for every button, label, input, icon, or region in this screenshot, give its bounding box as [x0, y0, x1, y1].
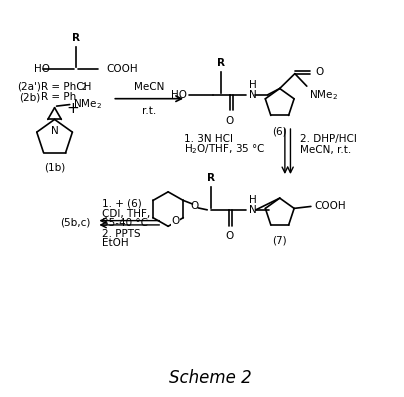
Text: HO: HO [34, 64, 50, 74]
Text: 35-40 °C: 35-40 °C [102, 218, 148, 228]
Text: (1b): (1b) [44, 162, 65, 172]
Text: R = PhCH: R = PhCH [41, 82, 91, 92]
Text: 2. PPTS: 2. PPTS [102, 229, 141, 239]
Text: 1. 3N HCl: 1. 3N HCl [184, 134, 233, 144]
Text: O: O [172, 216, 180, 226]
Text: (5b,c): (5b,c) [60, 218, 90, 228]
Text: NMe$_2$: NMe$_2$ [72, 98, 101, 112]
Text: MeCN: MeCN [134, 82, 164, 92]
Text: CDI, THF,: CDI, THF, [102, 209, 151, 219]
Text: N: N [248, 90, 257, 100]
Text: COOH: COOH [315, 201, 347, 212]
Text: COOH: COOH [106, 64, 138, 74]
Text: Scheme 2: Scheme 2 [168, 369, 251, 387]
Text: (7): (7) [272, 236, 287, 246]
Text: R = Ph: R = Ph [41, 92, 76, 102]
Text: HO: HO [171, 90, 187, 100]
Text: H: H [249, 195, 257, 205]
Text: H$_2$O/THF, 35 °C: H$_2$O/THF, 35 °C [184, 143, 266, 156]
Text: NMe$_2$: NMe$_2$ [309, 89, 338, 102]
Text: (6): (6) [272, 126, 287, 136]
Text: R: R [217, 58, 225, 68]
Text: H: H [248, 80, 257, 90]
Text: R: R [207, 173, 215, 183]
Text: R: R [72, 33, 80, 43]
Text: 1. + (6): 1. + (6) [102, 199, 142, 209]
Text: O: O [226, 116, 234, 126]
Text: MeCN, r.t.: MeCN, r.t. [300, 145, 351, 154]
Text: O: O [225, 231, 233, 241]
Text: 2: 2 [81, 83, 86, 92]
Text: +: + [66, 101, 79, 116]
Text: O: O [190, 201, 199, 211]
Text: N: N [249, 205, 257, 215]
Text: r.t.: r.t. [142, 106, 156, 116]
Text: (2b): (2b) [19, 92, 41, 102]
Text: O: O [316, 67, 324, 77]
Text: (2a'): (2a') [17, 82, 40, 92]
Text: 2. DHP/HCl: 2. DHP/HCl [300, 134, 356, 144]
Text: EtOH: EtOH [102, 238, 129, 248]
Text: N: N [50, 127, 59, 137]
